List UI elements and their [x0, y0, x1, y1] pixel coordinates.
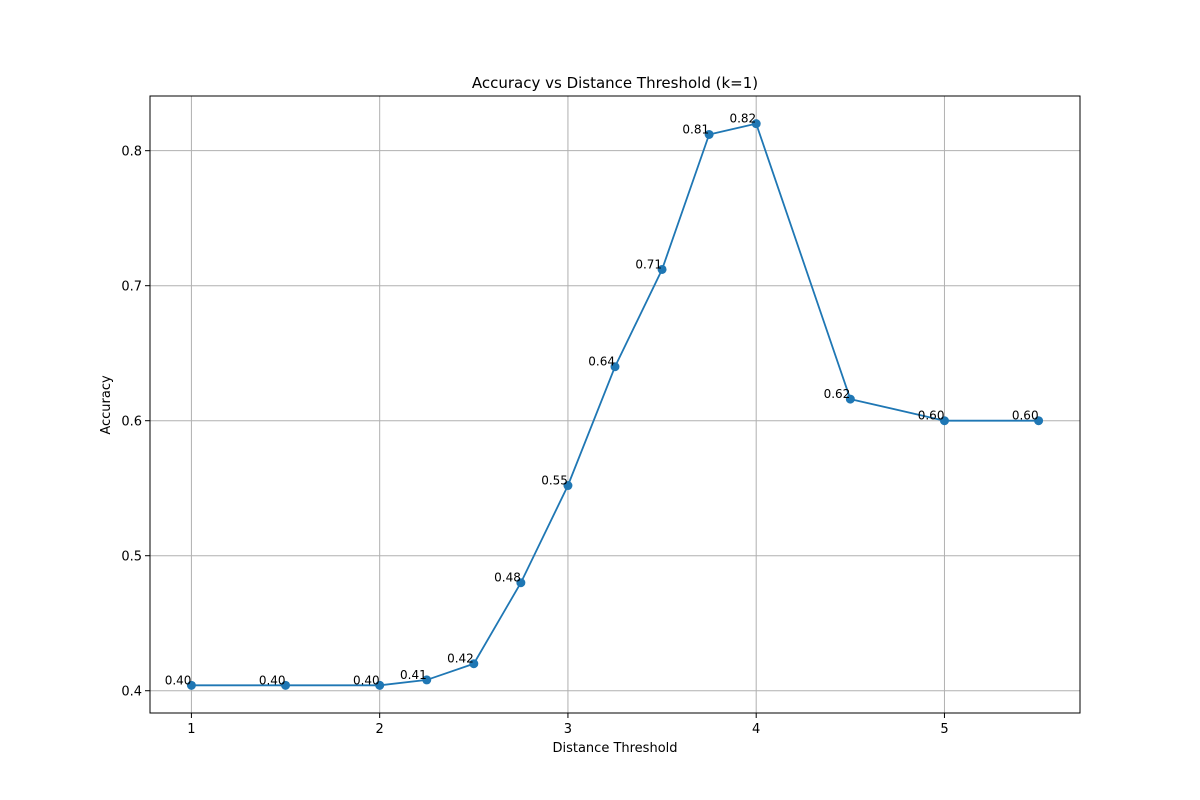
data-point — [469, 659, 479, 669]
data-point — [751, 119, 761, 129]
data-point — [845, 394, 855, 404]
data-label: 0.62 — [824, 387, 851, 401]
y-tick-label: 0.4 — [121, 685, 142, 700]
x-tick-label: 5 — [940, 722, 948, 737]
y-axis-label: Accuracy — [99, 375, 114, 435]
plot-frame — [149, 95, 1081, 714]
data-point — [422, 675, 432, 685]
data-point — [186, 680, 196, 690]
y-tick-label: 0.5 — [121, 550, 142, 565]
data-point — [563, 481, 573, 491]
data-label: 0.55 — [541, 474, 568, 488]
data-label: 0.81 — [682, 122, 709, 136]
data-label: 0.41 — [400, 668, 427, 682]
data-point — [610, 362, 620, 372]
data-label: 0.40 — [259, 673, 286, 687]
data-label: 0.64 — [588, 355, 615, 369]
axis-ticks: 1 2 3 4 5 0.4 0.5 0.6 0.7 0.8 — [121, 145, 948, 737]
y-tick-label: 0.8 — [121, 145, 142, 160]
data-point — [516, 578, 526, 588]
data-point — [375, 680, 385, 690]
x-axis-label: Distance Threshold — [552, 741, 677, 756]
data-label: 0.71 — [635, 257, 662, 271]
data-point — [1034, 416, 1044, 426]
y-tick-label: 0.6 — [121, 415, 142, 430]
data-label: 0.60 — [918, 409, 945, 423]
data-point — [657, 264, 667, 274]
data-label: 0.60 — [1012, 409, 1039, 423]
series-accuracy: 0.40 0.40 0.40 0.41 0.42 0.48 0.55 0.64 0.71 0.81… — [165, 112, 1044, 690]
x-tick-label: 4 — [752, 722, 760, 737]
data-label: 0.42 — [447, 652, 474, 666]
y-tick-label: 0.7 — [121, 280, 142, 295]
data-point — [939, 416, 949, 426]
data-label: 0.40 — [353, 673, 380, 687]
data-point — [704, 129, 714, 139]
data-point — [281, 680, 291, 690]
data-label: 0.40 — [165, 673, 192, 687]
chart-title: Accuracy vs Distance Threshold (k=1) — [472, 74, 758, 92]
x-tick-label: 1 — [187, 722, 195, 737]
series-line — [191, 122, 1039, 687]
grid — [150, 96, 1080, 713]
x-tick-label: 3 — [564, 722, 572, 737]
x-tick-label: 2 — [376, 722, 384, 737]
data-label: 0.82 — [729, 112, 756, 126]
data-label: 0.48 — [494, 571, 521, 585]
